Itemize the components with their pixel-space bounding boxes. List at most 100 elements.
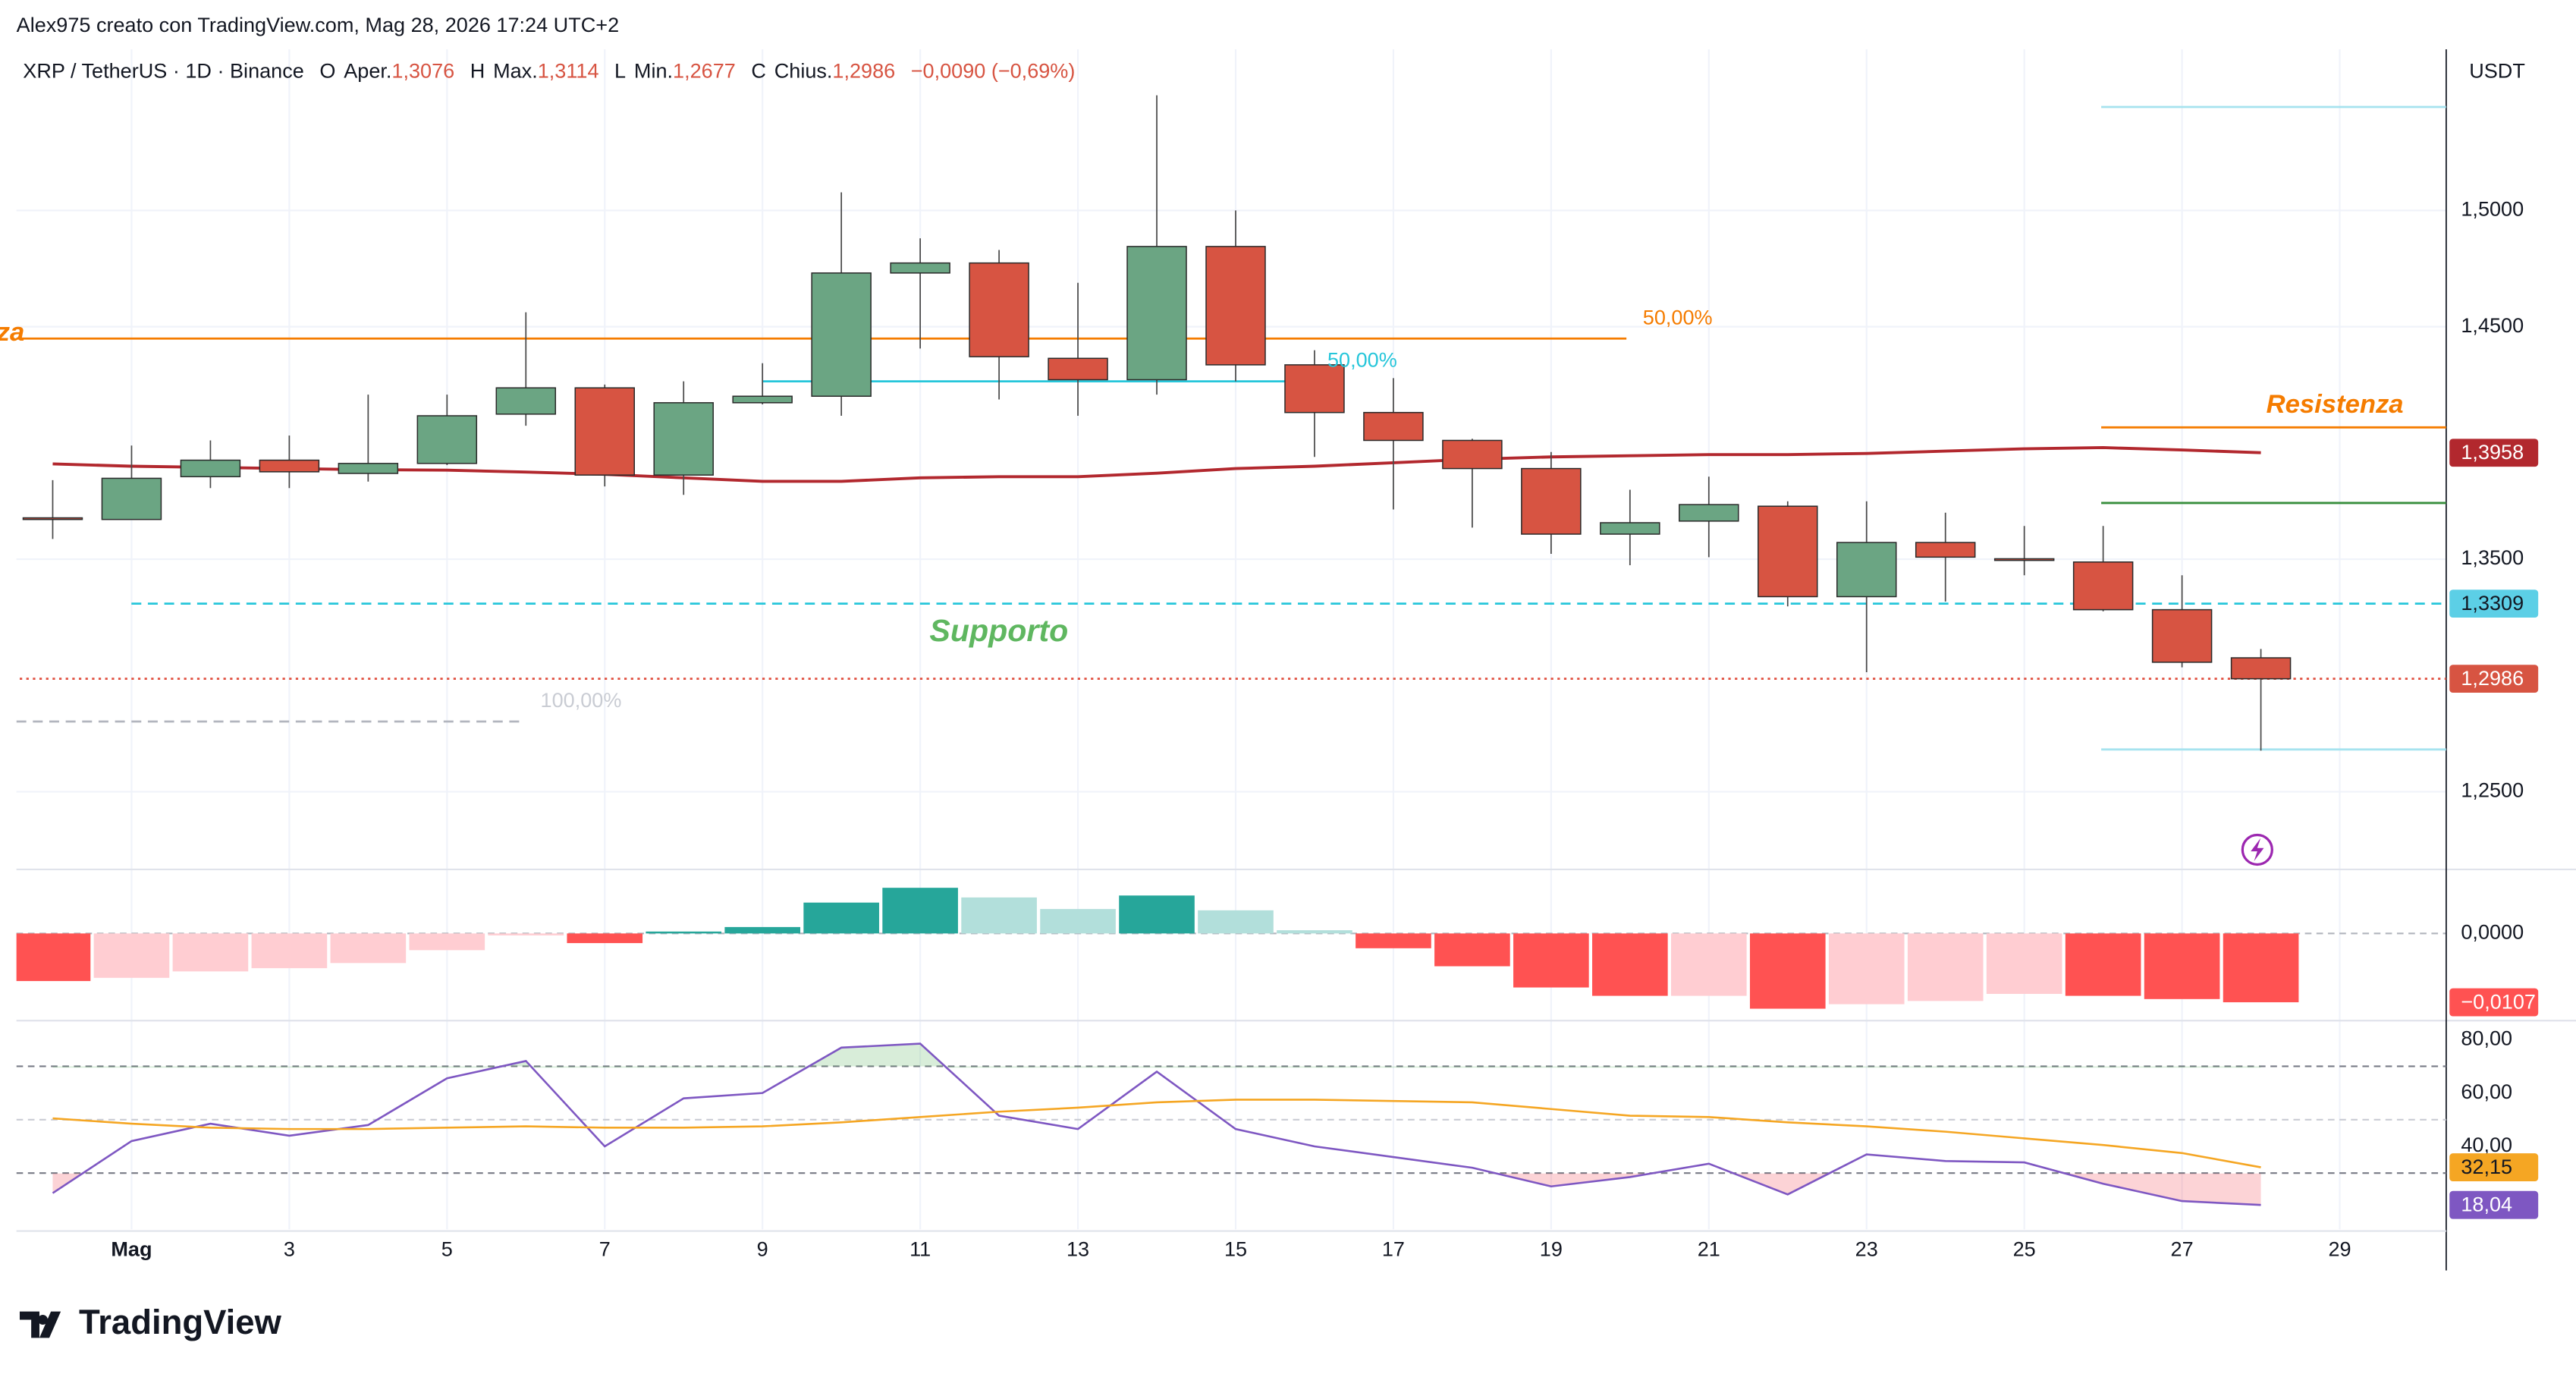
- x-tick-label: 17: [1382, 1237, 1405, 1261]
- x-tick-label: 19: [1540, 1237, 1563, 1261]
- ohlc-key: H: [470, 58, 485, 82]
- x-tick-label: Mag: [111, 1237, 152, 1261]
- x-tick-label: 11: [909, 1237, 931, 1261]
- price-label: 18,04: [2461, 1192, 2512, 1215]
- histogram-bar: [961, 897, 1037, 934]
- candle-body: [1442, 439, 1503, 470]
- price-label-bg: [2449, 439, 2539, 467]
- fib-label: 50,00%: [1327, 348, 1397, 372]
- candle-body: [180, 459, 241, 478]
- histogram-bar: [488, 933, 564, 935]
- histogram-bar: [172, 933, 249, 972]
- tradingview-logo: TradingView: [19, 1303, 282, 1341]
- x-tick-label: 25: [2013, 1237, 2036, 1261]
- candle-body: [1521, 467, 1582, 535]
- candle-body: [1284, 364, 1345, 413]
- ohlc-key: L: [614, 58, 626, 82]
- candle-body: [1048, 357, 1108, 381]
- candle-body: [1758, 505, 1818, 598]
- candle-body: [1679, 504, 1739, 522]
- histogram-bar: [567, 933, 643, 944]
- rsi-pane: [16, 1042, 2446, 1206]
- histogram-bar: [1356, 933, 1431, 948]
- histogram-bar: [1434, 933, 1510, 967]
- candle-body: [22, 517, 83, 520]
- axes: Mag 3 5 7 9 11 13 15 17 19 21 23 25 27 29 1,2500 1,3500 1…: [111, 197, 2539, 1261]
- y-tick-label: 80,00: [2461, 1026, 2512, 1049]
- histogram-bar: [409, 933, 485, 951]
- histogram-bar: [330, 933, 407, 964]
- y-tick-label: 40,00: [2461, 1133, 2512, 1156]
- price-label: 32,15: [2461, 1155, 2512, 1178]
- ohlc-value: 1,3114: [538, 58, 599, 82]
- price-label-bg: [2449, 1153, 2539, 1182]
- histogram-bar: [1749, 933, 1826, 1009]
- histogram-bar: [1277, 930, 1352, 934]
- histogram-bar: [1198, 910, 1274, 934]
- x-tick-label: 27: [2171, 1237, 2194, 1261]
- candle-body: [653, 402, 714, 476]
- candle-body: [2151, 608, 2213, 663]
- histogram-bar: [1986, 933, 2062, 995]
- y-tick-label: 60,00: [2461, 1080, 2512, 1103]
- candle-body: [969, 262, 1029, 357]
- x-tick-label: 13: [1067, 1237, 1089, 1261]
- histogram-bar: [16, 933, 91, 982]
- fib-label: 100,00%: [541, 688, 622, 712]
- author-line: Alex975 creato con TradingView.com, Mag …: [17, 13, 619, 36]
- y-tick-label: 1,5000: [2461, 197, 2524, 221]
- annotation: Resistenza: [2267, 390, 2404, 419]
- x-tick-label: 29: [2328, 1237, 2351, 1261]
- moving-average: [52, 446, 2261, 483]
- price-label-bg: [2449, 1190, 2539, 1219]
- macd-pane: [16, 888, 2299, 1009]
- price-label-bg: [2449, 590, 2539, 618]
- price-label: 1,2986: [2461, 666, 2524, 690]
- rsi-line: [52, 1099, 2261, 1168]
- ohlc-value: 1,2986: [832, 58, 895, 82]
- candle-body: [890, 262, 950, 274]
- ohlc-name: Max.: [493, 58, 538, 82]
- histogram-bar: [803, 902, 879, 934]
- histogram-bar: [646, 931, 722, 934]
- candle-body: [1915, 542, 1976, 558]
- x-tick-label: 23: [1855, 1237, 1878, 1261]
- candle-body: [1836, 542, 1897, 598]
- candle-body: [1993, 558, 2055, 561]
- histogram-bar: [2144, 933, 2220, 999]
- alert-icon[interactable]: [2241, 833, 2273, 866]
- histogram-bar: [1907, 933, 1984, 1001]
- histogram-bar: [2065, 933, 2141, 996]
- candle-body: [101, 477, 162, 520]
- histogram-bar: [1513, 933, 1589, 988]
- x-tick-label: 9: [757, 1237, 768, 1261]
- histogram-bar: [251, 933, 328, 969]
- histogram-bar: [93, 933, 170, 978]
- histogram-bar: [724, 926, 801, 934]
- y-tick-label: 1,4500: [2461, 313, 2524, 337]
- candle-body: [2230, 657, 2292, 680]
- ohlc-name: Chius.: [774, 58, 833, 82]
- y-tick-label: 1,2500: [2461, 778, 2524, 802]
- histogram-bar: [882, 888, 958, 934]
- brand: TradingView: [79, 1303, 282, 1341]
- ohlc-key: O: [319, 58, 335, 82]
- candle-body: [416, 415, 478, 464]
- candle-body: [2072, 561, 2134, 611]
- annotation: Supporto: [929, 613, 1068, 648]
- x-tick-label: 7: [599, 1237, 611, 1261]
- histogram-bar: [1040, 909, 1116, 934]
- x-tick-label: 3: [284, 1237, 295, 1261]
- histogram-bar: [2223, 933, 2299, 1003]
- ohlc-name: Min.: [634, 58, 673, 82]
- candle-body: [1363, 411, 1424, 442]
- histogram-bar: [1119, 895, 1195, 934]
- ohlc-value: 1,2677: [673, 58, 736, 82]
- change: −0,0090 (−0,69%): [911, 58, 1076, 82]
- fib-label: 50,00%: [1643, 305, 1713, 329]
- histogram-bar: [1828, 933, 1905, 1005]
- candle-body: [338, 463, 399, 474]
- candle-body: [732, 395, 793, 404]
